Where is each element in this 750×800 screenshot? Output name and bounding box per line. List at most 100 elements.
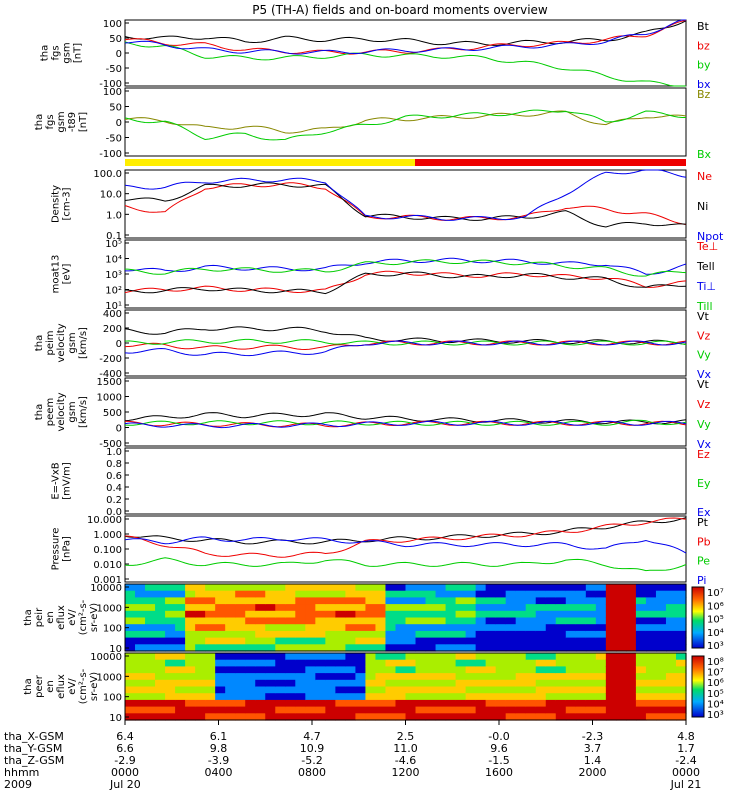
y-axis-label: tha peer en eflux eV/(cm²-s-sr-eV) [23,668,100,704]
heatmap-cell [295,713,306,721]
heatmap-cell [415,597,427,605]
panel-frame [124,583,687,652]
y-axis-label: tha peim velocity gsm [km/s] [34,323,89,362]
heatmap-cell [565,624,577,632]
heatmap-cell [365,590,377,598]
heatmap-cell [475,706,487,714]
heatmap-cell [215,713,226,721]
heatmap-cell [175,693,186,701]
y-tick-label: -200 [99,354,122,365]
heatmap-cell [155,644,166,652]
heatmap-cell [515,637,527,645]
heatmap-cell [595,597,607,605]
heatmap-cell [355,610,367,619]
heatmap-cell [525,679,537,688]
heatmap-cell [635,666,647,674]
y-tick-label: 500 [103,408,122,419]
heatmap-cell [165,706,176,714]
heatmap-cell [535,679,547,688]
heatmap-cell [175,637,186,645]
legend-Ey: Ey [697,477,711,490]
heatmap-cell [535,659,547,667]
heatmap-cell [375,699,387,708]
heatmap-cell [485,713,497,721]
heatmap-cell [265,686,276,694]
heatmap-cell [355,686,367,694]
x-row-value: 0800 [298,766,326,779]
heatmap-cell [465,597,477,605]
heatmap-cell [515,713,527,721]
heatmap-cell [225,686,236,694]
heatmap-cell [455,637,467,645]
heatmap-cell [155,624,166,632]
heatmap-cell [245,604,256,612]
y-ticks: 1.00.80.60.40.20.0 [106,447,129,518]
series-line-Te⊥ [124,270,687,294]
legend-Vy: Vy [697,349,711,362]
heatmap-cell [325,653,336,661]
heatmap-cell [595,713,607,721]
heatmap-cell [555,679,567,688]
x-row-value: 4.7 [303,730,321,743]
heatmap-cell [635,630,647,639]
y-axis-label: tha fgs gsm -t89 [nT] [34,111,89,132]
heatmap-cell [335,644,346,652]
y-ticks: 400 200 0 -200 -400 [99,309,129,380]
heatmap-cell [525,659,537,667]
heatmap-cell [315,713,326,721]
heatmap-cell [285,630,296,639]
heatmap-cell [165,679,176,688]
heatmap-cell [625,659,637,667]
heatmap-cell [315,679,326,688]
y-axis-label: moat13 [eV] [51,255,73,294]
heatmap-cell [515,706,527,714]
heatmap-cell [365,686,377,694]
heatmap-cell [285,624,296,632]
series-lines [124,412,687,429]
y-ticks: 10000 1000 100 10 [90,583,129,655]
heatmap-cell [435,659,447,667]
heatmap-cell [525,604,537,612]
heatmap-cell [295,693,306,701]
heatmap-cell [125,610,136,619]
heatmap-cell [415,693,427,701]
heatmap-cell [535,584,547,592]
heatmap-cell [155,637,166,645]
heatmap-cell [335,706,346,714]
heatmap-cell [635,617,647,625]
y-tick-label: 0.2 [106,495,122,506]
x-row-value: 4.8 [677,730,695,743]
heatmap-cell [505,610,517,619]
heatmap-cell [405,653,417,661]
heatmap-cell [665,590,677,598]
heatmap-cell [595,617,607,625]
heatmap-cell [615,666,627,674]
y-tick-label: 10.0 [100,190,122,201]
heatmap-cell [595,679,607,688]
heatmap-cell [445,679,457,688]
heatmap-cell [675,644,687,652]
heatmap-cell [625,706,637,714]
x-row-value: -2.9 [114,754,135,767]
y-ticks: 1500 1000 500 0 -500 [97,377,129,450]
heatmap-cell [465,644,477,652]
y-ticks: 100 50 0 -50 -100 [99,19,129,90]
heatmap-cell [355,666,367,674]
heatmap-cell [145,617,156,625]
heatmap-cell [225,630,236,639]
heatmap-cell [655,584,667,592]
heatmap-cell [265,630,276,639]
heatmap-cell [635,673,647,681]
heatmap-cell [315,659,326,667]
heatmap-cell [615,713,627,721]
y-tick-label: 100 [103,624,122,635]
heatmap-cell [325,637,336,645]
heatmap-cell [575,624,587,632]
heatmap-cell [475,679,487,688]
heatmap-cell [405,597,417,605]
heatmap-cell [675,659,687,667]
heatmap-cell [545,590,557,598]
heatmap-cell [245,713,256,721]
heatmap-cell [635,686,647,694]
heatmap-cell [535,693,547,701]
